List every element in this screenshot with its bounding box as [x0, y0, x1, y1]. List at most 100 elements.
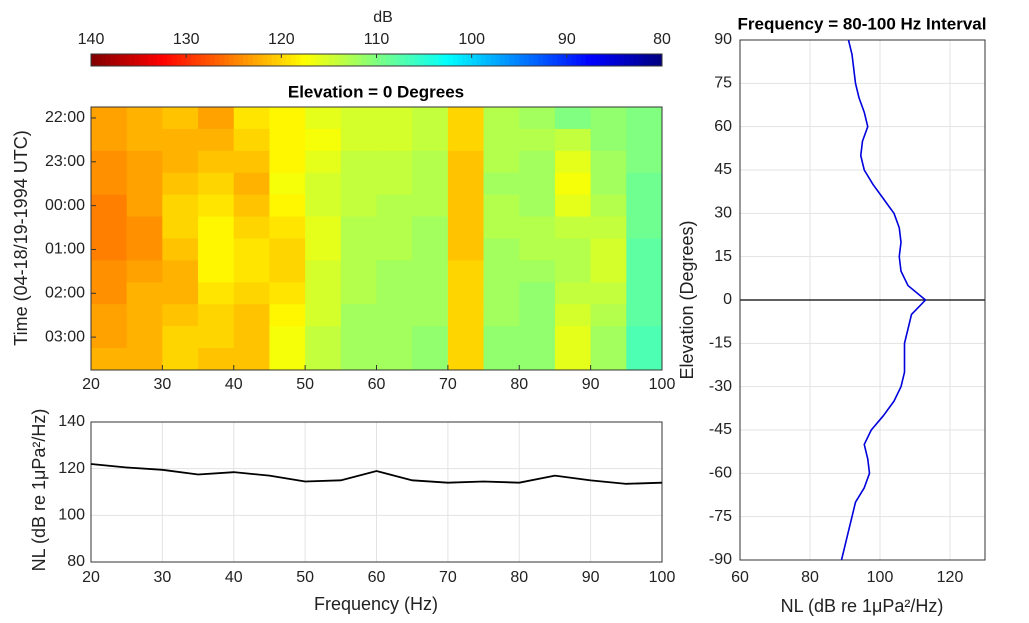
colorbar-swatch [481, 54, 487, 66]
heatmap-cell [626, 326, 663, 349]
colorbar-swatch [524, 54, 530, 66]
colorbar-swatch [614, 54, 620, 66]
heatmap-cell [483, 260, 520, 283]
heatmap-cell [626, 216, 663, 239]
colorbar-swatch [100, 54, 106, 66]
colorbar-swatch [552, 54, 558, 66]
colorbar-tick-label: 140 [78, 31, 105, 48]
heatmap-cell [233, 194, 270, 217]
heatmap-cell [233, 128, 270, 152]
y-tick-label: -45 [709, 421, 732, 438]
heatmap-cell [376, 348, 413, 371]
heatmap-cell [519, 194, 556, 217]
heatmap-cell [519, 282, 556, 305]
heatmap-cell [519, 326, 556, 349]
heatmap-cell [554, 282, 592, 305]
heatmap-cell [198, 150, 235, 174]
heatmap-cell [626, 348, 663, 371]
heatmap-cell [554, 128, 592, 152]
profile-x-label: NL (dB re 1μPa²/Hz) [781, 596, 944, 616]
heatmap-cell [269, 107, 306, 130]
heatmap-cell [412, 304, 449, 327]
heatmap-cell [412, 216, 449, 239]
x-tick-label: 120 [937, 569, 964, 586]
colorbar-swatch [271, 54, 278, 66]
colorbar-swatch [114, 54, 121, 66]
heatmap-cell [376, 150, 413, 174]
heatmap-cell [590, 260, 627, 283]
heatmap-cell [91, 216, 128, 239]
x-tick-label: 60 [368, 569, 386, 586]
colorbar-swatch [428, 54, 435, 66]
heatmap-cell [447, 282, 484, 305]
colorbar-swatch [490, 54, 496, 66]
heatmap-cell [305, 128, 342, 152]
colorbar-swatch [386, 54, 392, 66]
heatmap-cell [447, 194, 484, 217]
heatmap-cell [233, 304, 270, 327]
y-tick-label: 00:00 [45, 197, 85, 214]
y-tick-label: 02:00 [45, 285, 85, 302]
colorbar-swatch [362, 54, 368, 66]
heatmap-cell [376, 128, 413, 152]
heatmap-cell [340, 260, 377, 283]
colorbar-swatch [214, 54, 220, 66]
heatmap-cell [483, 107, 520, 130]
colorbar-swatch [395, 54, 401, 66]
colorbar-swatch [205, 54, 211, 66]
colorbar-swatch [500, 54, 506, 66]
heatmap-cell [126, 107, 163, 130]
heatmap-cell [376, 238, 413, 261]
heatmap-cell [126, 326, 163, 349]
heatmap-cell [198, 216, 235, 239]
colorbar-swatch [110, 54, 116, 66]
colorbar-swatch [509, 54, 515, 66]
heatmap-cell [340, 304, 377, 327]
colorbar-swatch [347, 54, 354, 66]
heatmap-cell [126, 348, 163, 371]
heatmap-cell [519, 260, 556, 283]
colorbar-swatch [495, 54, 501, 66]
heatmap-cell [554, 348, 592, 371]
colorbar-swatch [424, 54, 430, 66]
heatmap-cell [483, 172, 520, 196]
colorbar-swatch [443, 54, 449, 66]
heatmap-cell [376, 194, 413, 217]
heatmap-cell [305, 150, 342, 174]
y-tick-label: 90 [714, 31, 732, 48]
colorbar-swatch [609, 54, 615, 66]
x-tick-label: 30 [153, 569, 171, 586]
colorbar-swatch [133, 54, 140, 66]
heatmap-cell [305, 238, 342, 261]
colorbar-swatch [452, 54, 458, 66]
heatmap-cell [554, 194, 592, 217]
x-tick-label: 80 [801, 569, 819, 586]
y-tick-label: 23:00 [45, 153, 85, 170]
heatmap-cell [590, 128, 627, 152]
heatmap-cell [198, 128, 235, 152]
heatmap-cell [483, 238, 520, 261]
heatmap-cell [376, 216, 413, 239]
colorbar-swatch [309, 54, 316, 66]
colorbar-swatch [438, 54, 444, 66]
heatmap-cell [269, 238, 306, 261]
heatmap-cell [519, 238, 556, 261]
colorbar-swatch [319, 54, 325, 66]
colorbar-swatch [519, 54, 525, 66]
colorbar-swatch [647, 54, 653, 66]
y-tick-label: -15 [709, 335, 732, 352]
colorbar-swatch [262, 54, 268, 66]
heatmap-cell [483, 216, 520, 239]
colorbar-swatch [476, 54, 482, 66]
heatmap-cell [412, 107, 449, 130]
heatmap-cell [554, 260, 592, 283]
heatmap-cell [305, 326, 342, 349]
heatmap-cell [376, 107, 413, 130]
y-tick-label: 100 [58, 507, 85, 524]
x-tick-label: 50 [296, 569, 314, 586]
y-tick-label: 60 [714, 118, 732, 135]
heatmap-cell [198, 282, 235, 305]
colorbar-swatch [366, 54, 373, 66]
colorbar-swatch [143, 54, 149, 66]
heatmap-cell [269, 194, 306, 217]
